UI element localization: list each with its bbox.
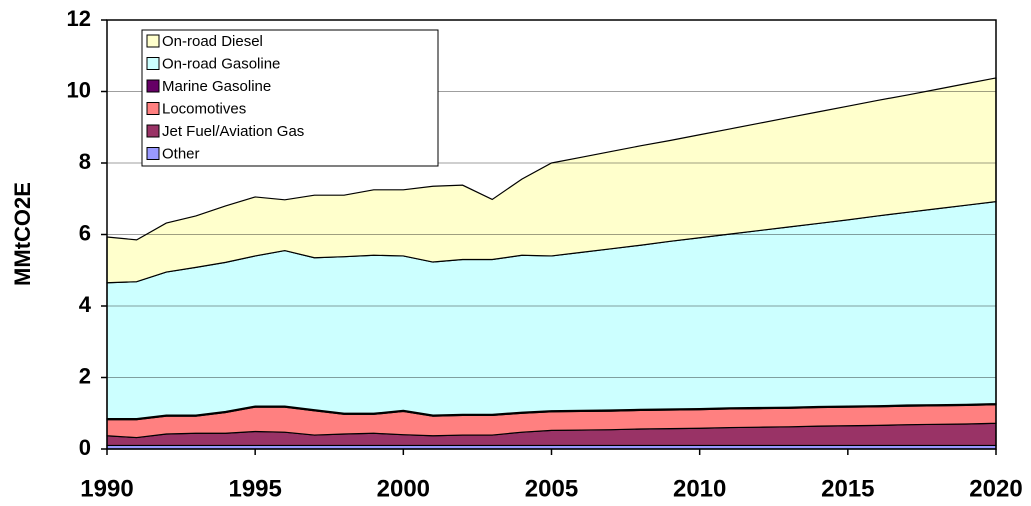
plot-border [106, 19, 997, 450]
legend-label: On-road Diesel [162, 33, 263, 50]
y-tick-label: 2 [79, 363, 91, 388]
legend-box [141, 29, 439, 167]
y-tick-label: 8 [79, 149, 91, 174]
legend-swatch [146, 102, 160, 115]
x-tick-label: 1990 [80, 475, 133, 502]
y-tick-label: 10 [67, 77, 91, 102]
legend-label: Locomotives [162, 100, 246, 117]
legend-label: Marine Gasoline [162, 78, 271, 95]
y-axis-title: MMtCO2E [10, 182, 35, 286]
y-tick-label: 12 [67, 6, 91, 31]
legend-label: On-road Gasoline [162, 55, 280, 72]
legend-label: Jet Fuel/Aviation Gas [162, 123, 304, 140]
legend-swatch [146, 147, 160, 160]
legend-swatch [146, 34, 160, 48]
x-tick-label: 2005 [525, 475, 578, 502]
legend-swatch [146, 57, 160, 70]
x-tick-label: 2000 [377, 475, 430, 502]
y-tick-label: 0 [79, 435, 91, 460]
x-tick-label: 1995 [228, 475, 281, 502]
x-tick-label: 2015 [821, 475, 874, 502]
x-tick-label: 2020 [969, 475, 1022, 502]
legend-swatch [146, 79, 160, 93]
legend-swatch [146, 124, 160, 138]
y-tick-label: 6 [79, 220, 91, 245]
legend-label: Other [162, 145, 200, 162]
y-tick-label: 4 [79, 292, 92, 317]
x-tick-label: 2010 [673, 475, 726, 502]
